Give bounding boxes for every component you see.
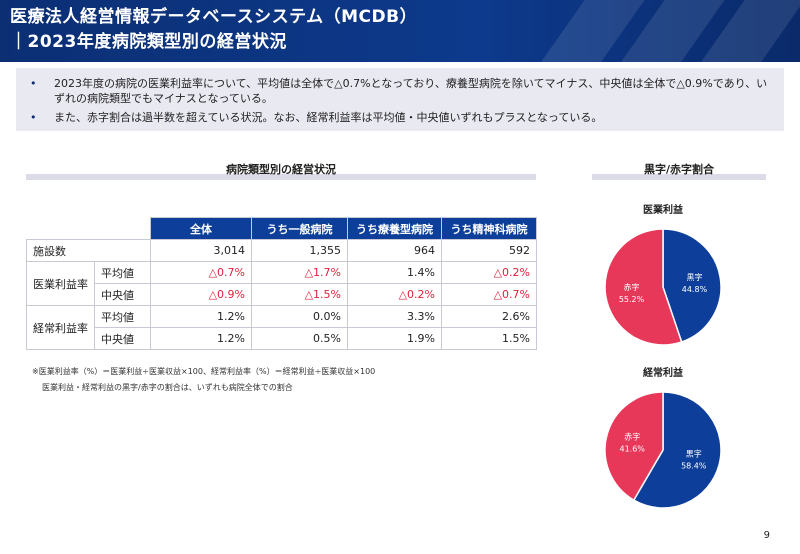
table-corner	[26, 217, 151, 240]
row-label: 平均値	[94, 305, 151, 328]
pie-title-operating: 医業利益	[643, 205, 683, 216]
column-header: 全体	[150, 217, 252, 240]
pie-chart-ordinary: 黒字 58.4% 赤字 41.6%	[604, 391, 722, 509]
bullet-icon: •	[30, 111, 37, 124]
table-row: 施設数 3,014 1,355 964 592	[26, 239, 537, 262]
table-cell: △0.9%	[150, 283, 252, 306]
pie-slice-label: 赤字	[624, 432, 640, 442]
row-label: 中央値	[94, 283, 151, 306]
table-cell: 592	[441, 239, 537, 262]
pie-slice-value: 55.2%	[619, 295, 645, 304]
summary-bullet: • また、赤字割合は過半数を超えている状況。なお、経常利益率は平均値・中央値いず…	[24, 110, 774, 125]
column-header: うち精神科病院	[441, 217, 537, 240]
summary-text-1: 2023年度の病院の医業利益率について、平均値は全体で△0.7%となっており、療…	[54, 77, 768, 105]
bullet-icon: •	[30, 77, 37, 90]
table-cell: 0.0%	[251, 305, 348, 328]
table-cell: 3.3%	[347, 305, 442, 328]
footnote-formula: ※医業利益率（%）＝医業利益÷医業収益×100、経常利益率（%）＝経常利益÷医業…	[32, 367, 376, 376]
table-cell: △0.7%	[441, 283, 537, 306]
table-cell: 0.5%	[251, 327, 348, 350]
table-cell: 1.5%	[441, 327, 537, 350]
table-cell: △0.2%	[441, 261, 537, 284]
table-cell: △1.5%	[251, 283, 348, 306]
pie-slice-value: 41.6%	[619, 445, 645, 454]
table-cell: 3,014	[150, 239, 252, 262]
pie-slice-label: 黒字	[686, 448, 702, 458]
summary-bullet: • 2023年度の病院の医業利益率について、平均値は全体で△0.7%となっており…	[24, 76, 774, 106]
table-cell: 1.2%	[150, 327, 252, 350]
title-line-2: ｜2023年度病院類型別の経営状況	[10, 32, 287, 52]
row-group-label: 医業利益率	[26, 261, 95, 306]
hospital-stats-table: 全体 うち一般病院 うち療養型病院 うち精神科病院 施設数 3,014 1,35…	[26, 217, 537, 350]
table-cell: △0.7%	[150, 261, 252, 284]
pie-title-ordinary: 経常利益	[643, 368, 683, 379]
table-cell: 964	[347, 239, 442, 262]
table-cell: △0.2%	[347, 283, 442, 306]
pie-chart-operating: 黒字 44.8% 赤字 55.2%	[604, 228, 722, 346]
table-cell: 2.6%	[441, 305, 537, 328]
pie-slice-label: 黒字	[686, 272, 702, 282]
column-header: うち一般病院	[251, 217, 348, 240]
pie-section-title: 黒字/赤字割合	[592, 162, 766, 180]
table-row: 経常利益率 平均値 1.2% 0.0% 3.3% 2.6%	[26, 305, 537, 350]
footnote-ratio: 医業利益・経常利益の黒字/赤字の割合は、いずれも病院全体での割合	[42, 383, 293, 392]
pie-slice-value: 44.8%	[682, 285, 708, 294]
pie-slice-surplus	[632, 391, 722, 509]
pie-slice-deficit	[604, 228, 683, 346]
pie-slice-label: 赤字	[624, 282, 640, 292]
table-header-row: 全体 うち一般病院 うち療養型病院 うち精神科病院	[26, 217, 537, 240]
table-cell: 1,355	[251, 239, 348, 262]
column-header: うち療養型病院	[347, 217, 442, 240]
table-row: 医業利益率 平均値 △0.7% △1.7% 1.4% △0.2%	[26, 261, 537, 306]
table-cell: 1.2%	[150, 305, 252, 328]
slide-header: 医療法人経営情報データベースシステム（MCDB） ｜2023年度病院類型別の経営…	[0, 0, 800, 62]
pie-slice-surplus	[662, 228, 722, 343]
row-group-label: 経常利益率	[26, 305, 95, 350]
table-row: 中央値 △0.9% △1.5% △0.2% △0.7%	[27, 283, 537, 306]
pie-slice-deficit	[604, 391, 664, 502]
row-label: 中央値	[94, 327, 151, 350]
table-cell: △1.7%	[251, 261, 348, 284]
table-section-title: 病院類型別の経営状況	[26, 162, 536, 180]
summary-box: • 2023年度の病院の医業利益率について、平均値は全体で△0.7%となっており…	[16, 68, 784, 131]
table-cell: 1.9%	[347, 327, 442, 350]
slide-title: 医療法人経営情報データベースシステム（MCDB） ｜2023年度病院類型別の経営…	[10, 5, 417, 55]
title-line-1: 医療法人経営情報データベースシステム（MCDB）	[10, 7, 418, 27]
pie-slice-value: 58.4%	[681, 461, 707, 470]
table-cell: 1.4%	[347, 261, 442, 284]
page-number: 9	[763, 530, 770, 541]
row-label: 平均値	[94, 261, 151, 284]
table-row: 中央値 1.2% 0.5% 1.9% 1.5%	[27, 327, 537, 350]
row-label: 施設数	[26, 239, 151, 262]
summary-text-2: また、赤字割合は過半数を超えている状況。なお、経常利益率は平均値・中央値いずれも…	[54, 111, 603, 124]
